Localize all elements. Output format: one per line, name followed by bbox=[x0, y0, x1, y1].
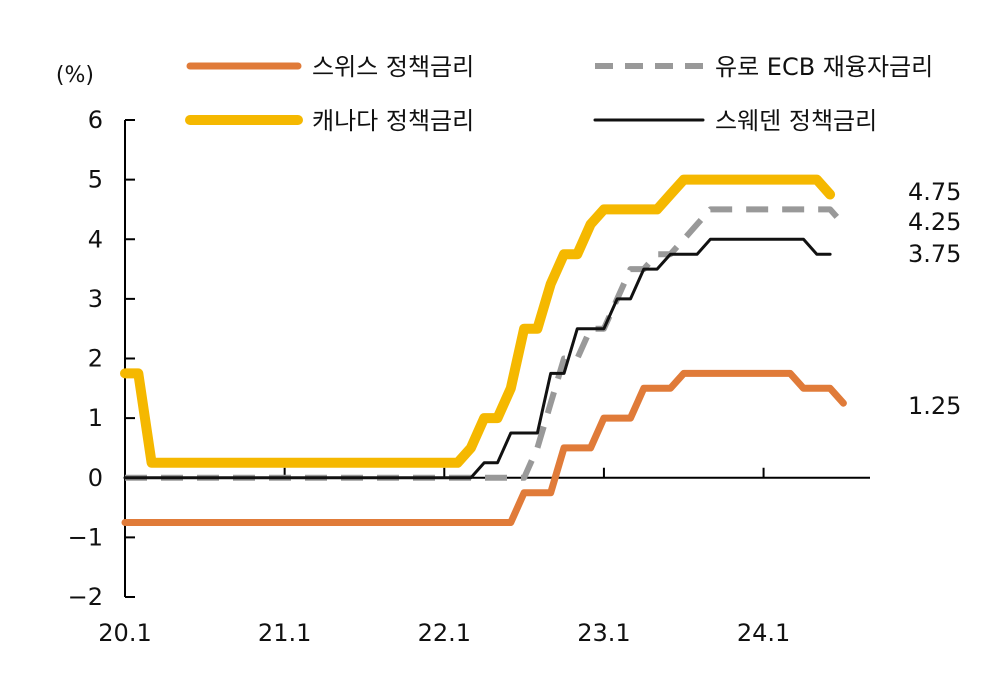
end-value-label: 3.75 bbox=[908, 240, 961, 268]
legend-label-0: 스위스 정책금리 bbox=[312, 53, 474, 81]
end-labels: 1.25 4.754.25 3.75 bbox=[908, 178, 961, 420]
y-tick-label: 6 bbox=[88, 106, 103, 134]
legend-label-3: 스웨덴 정책금리 bbox=[715, 107, 877, 135]
x-tick-label: 23.1 bbox=[577, 619, 630, 647]
series-line-1 bbox=[125, 206, 846, 481]
series-line-0 bbox=[121, 369, 847, 526]
legend-label-1: 유로 ECB 재융자금리 bbox=[715, 53, 933, 81]
series-line-2 bbox=[120, 174, 836, 468]
x-tick-label: 21.1 bbox=[258, 619, 311, 647]
legend-label-2: 캐나다 정책금리 bbox=[312, 107, 474, 135]
end-value-label: 1.25 bbox=[908, 392, 961, 420]
axes: 6 5 4 3 2 1 0 −1 −2 20.1 21.1 22.1 23.1 24.1 bbox=[68, 106, 870, 647]
y-unit-label: (%) bbox=[56, 63, 94, 88]
y-tick-label: 3 bbox=[88, 285, 103, 313]
y-tick-label: 0 bbox=[88, 464, 103, 492]
series-layer bbox=[120, 174, 847, 526]
y-tick-label: −2 bbox=[68, 583, 103, 611]
y-tick-label: 2 bbox=[88, 345, 103, 373]
end-value-label: 4.25 bbox=[908, 208, 961, 236]
series-line-3 bbox=[123, 237, 832, 480]
x-tick-label: 20.1 bbox=[98, 619, 151, 647]
y-tick-label: −1 bbox=[68, 523, 103, 551]
x-tick-label: 22.1 bbox=[418, 619, 471, 647]
y-tick-label: 5 bbox=[88, 166, 103, 194]
end-value-label: 4.75 bbox=[908, 178, 961, 206]
y-tick-label: 1 bbox=[88, 404, 103, 432]
y-tick-label: 4 bbox=[88, 225, 103, 253]
x-tick-label: 24.1 bbox=[737, 619, 790, 647]
